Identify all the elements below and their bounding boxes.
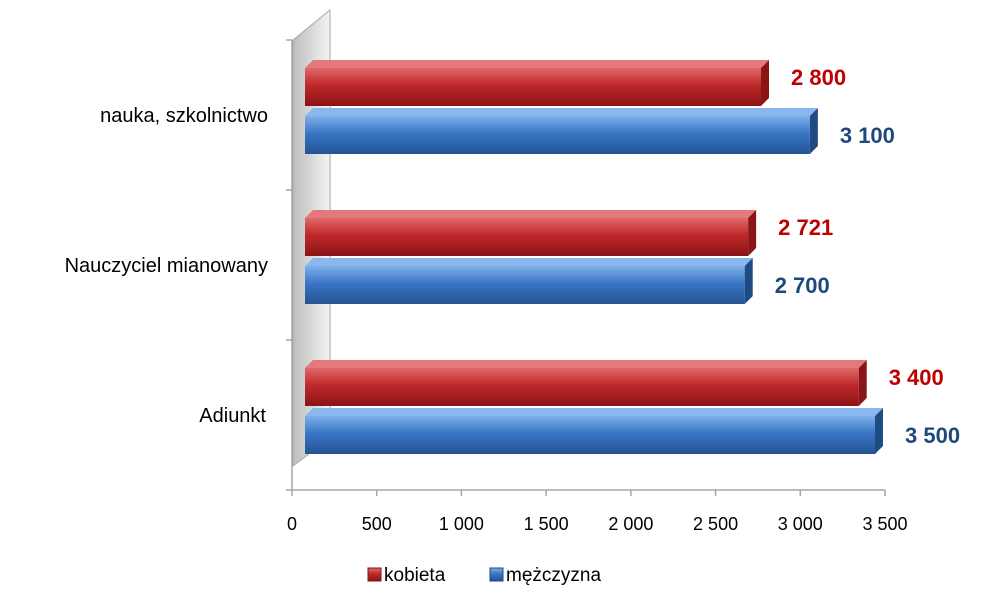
- bar-end-face: [875, 408, 883, 454]
- bar: [305, 258, 753, 304]
- data-label: 2 721: [778, 215, 833, 240]
- bar-top-face: [305, 210, 757, 218]
- bar-top-face: [305, 360, 867, 368]
- data-labels: 2 800 2 721 3 400 3 100 2 700 3 500: [775, 65, 960, 448]
- x-tick-label: 2 000: [608, 514, 653, 534]
- legend-mezczyzna: mężczyzna: [489, 565, 601, 586]
- bar-end-face: [761, 60, 769, 106]
- category-label: Nauczyciel mianowany: [65, 255, 268, 277]
- legend-label: mężczyzna: [506, 565, 601, 586]
- x-tick-label: 500: [362, 514, 392, 534]
- bar-front-face: [305, 68, 761, 106]
- bar-end-face: [744, 258, 753, 304]
- x-tick-label: 2 500: [693, 514, 738, 534]
- legend-swatch: [489, 567, 504, 582]
- data-label: 2 700: [775, 273, 830, 298]
- legend-kobieta: kobieta: [367, 565, 446, 586]
- bar: [305, 360, 867, 406]
- category-label: Adiunkt: [199, 405, 266, 427]
- data-label: 3 500: [905, 423, 960, 448]
- legend-swatch: [367, 567, 382, 582]
- bar-top-face: [305, 258, 753, 266]
- x-tick-label: 3 000: [778, 514, 823, 534]
- legend-label: kobieta: [384, 565, 446, 586]
- bar-front-face: [305, 416, 875, 454]
- bar-top-face: [305, 108, 818, 116]
- data-label: 3 100: [840, 123, 895, 148]
- bar-top-face: [305, 60, 769, 68]
- bar-end-face: [809, 108, 818, 154]
- bars: [305, 60, 883, 454]
- bar-front-face: [305, 368, 859, 406]
- x-tick-label: 3 500: [862, 514, 907, 534]
- bar: [305, 210, 757, 256]
- bar-end-face: [748, 210, 757, 256]
- x-tick-label: 0: [287, 514, 297, 534]
- x-tick-label: 1 500: [524, 514, 569, 534]
- bar: [305, 108, 818, 154]
- bar: [305, 408, 883, 454]
- bar-front-face: [305, 218, 749, 256]
- bar-front-face: [305, 266, 745, 304]
- data-label: 3 400: [889, 365, 944, 390]
- bar-top-face: [305, 408, 883, 416]
- x-tick-label: 1 000: [439, 514, 484, 534]
- category-label: nauka, szkolnictwo: [100, 105, 268, 127]
- axes: 0 500 1 000 1 500 2 000 2 500 3 000 3 500 nauka,…: [65, 8, 908, 534]
- bar-end-face: [858, 360, 867, 406]
- legend: kobieta mężczyzna: [367, 565, 601, 586]
- bar: [305, 60, 769, 106]
- bar-front-face: [305, 116, 810, 154]
- data-label: 2 800: [791, 65, 846, 90]
